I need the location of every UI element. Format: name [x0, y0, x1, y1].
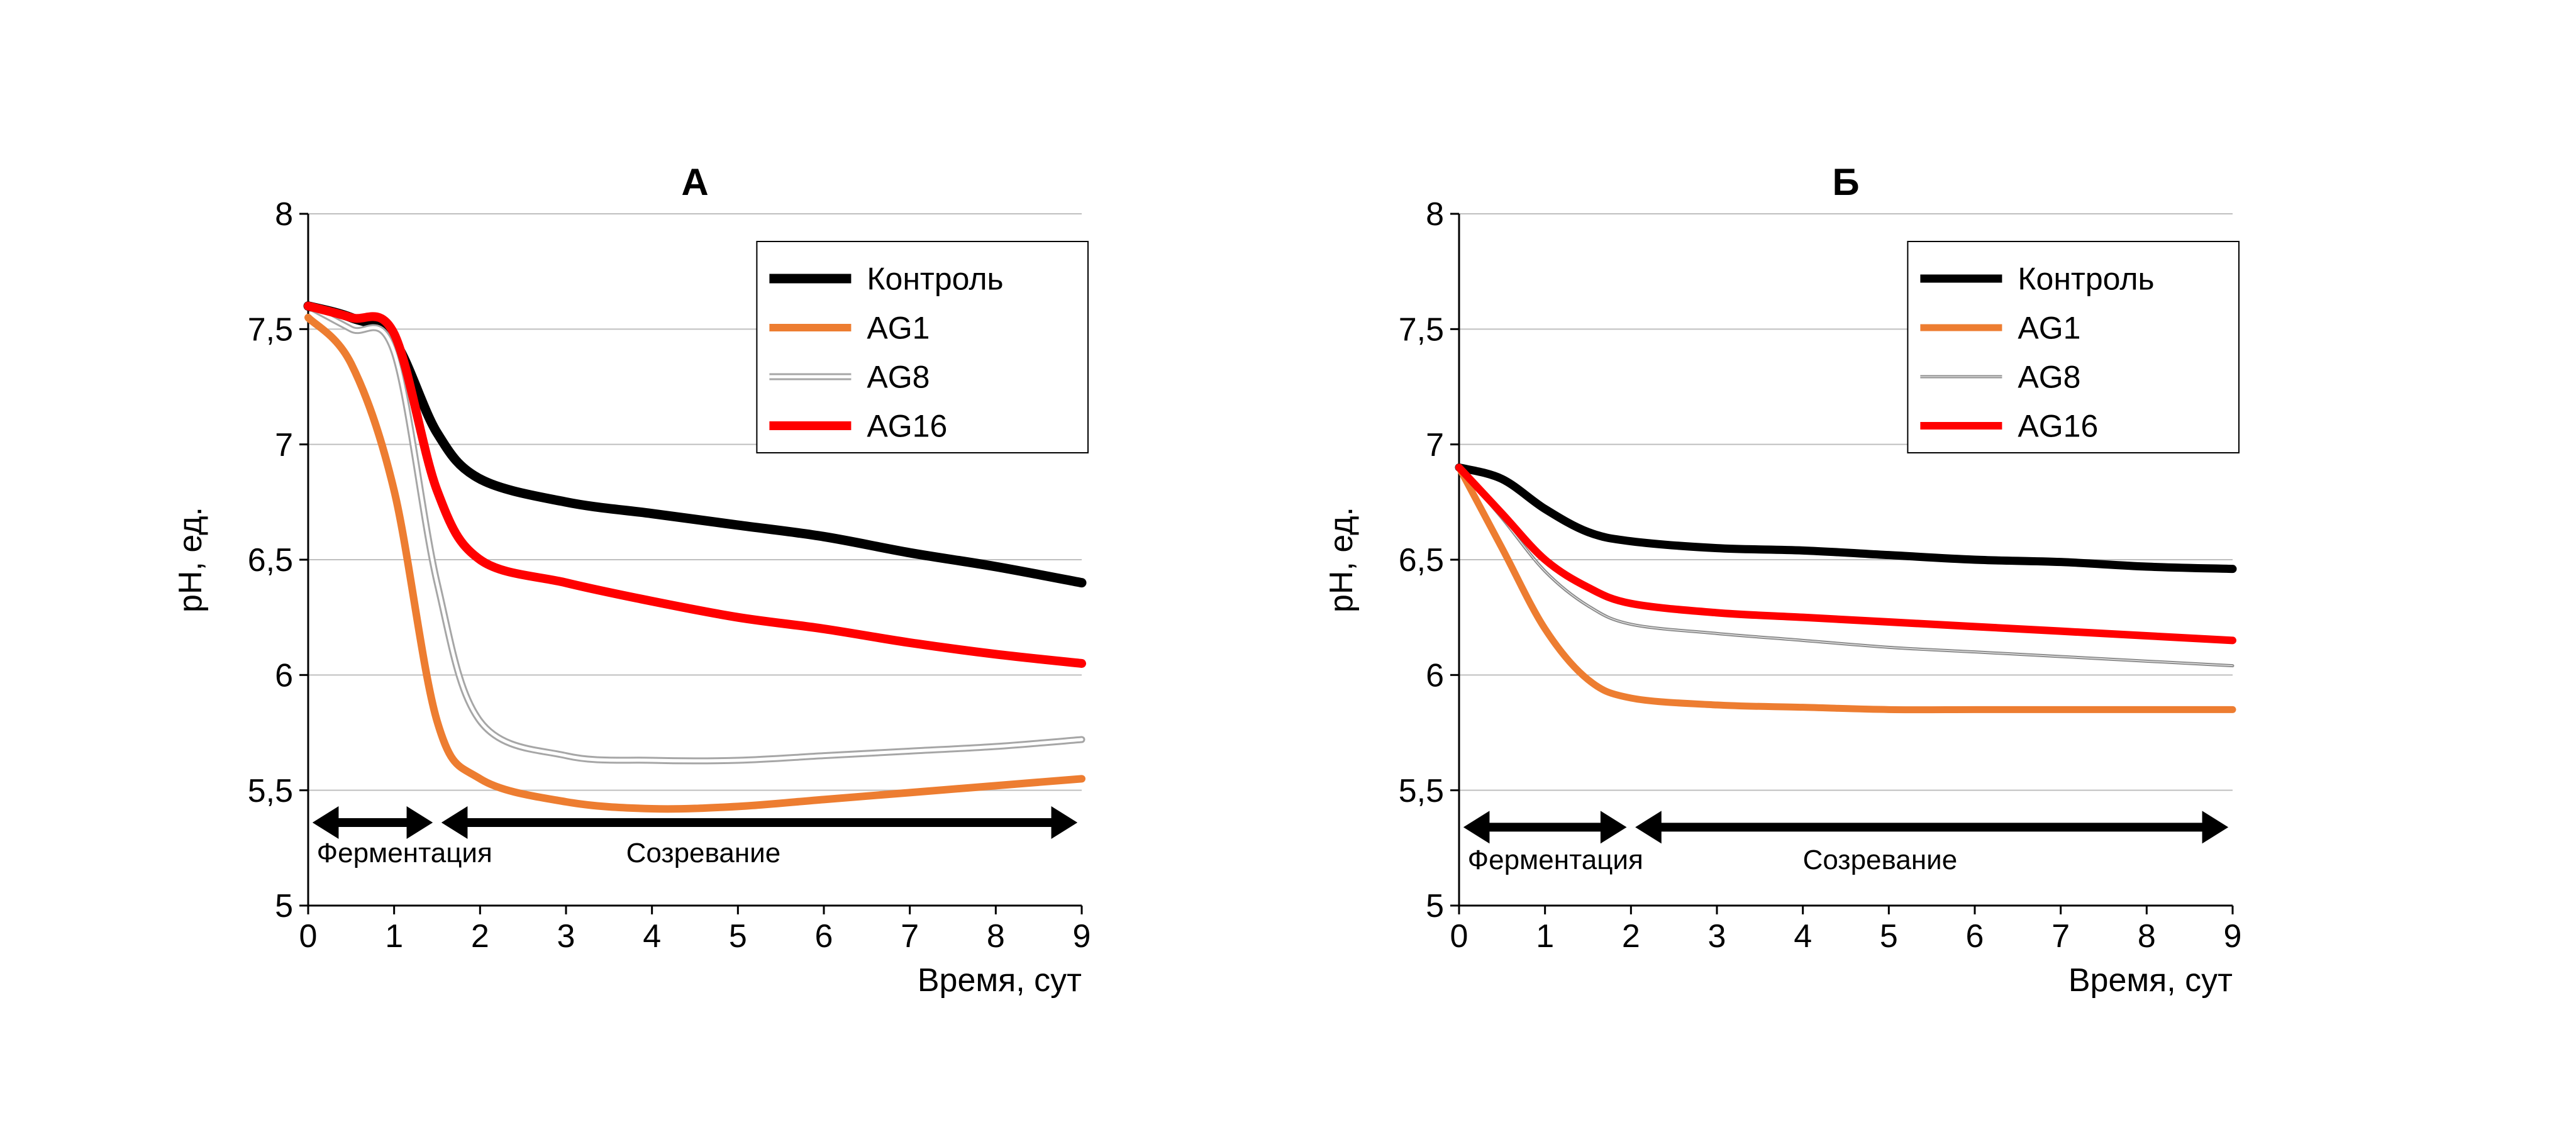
x-tick-label: 1 [385, 918, 403, 955]
y-tick-label: 5 [1426, 888, 1444, 924]
y-tick-label: 7,5 [1399, 312, 1444, 348]
y-tick-label: 5,5 [1399, 773, 1444, 809]
y-tick-label: 5,5 [248, 773, 293, 809]
y-tick-label: 5 [275, 888, 293, 924]
x-tick-label: 6 [815, 918, 833, 955]
legend-label-ag16: AG16 [2018, 409, 2098, 444]
chart-panel-A: 0 1 2 3 4 5 6 7 8 9 5 5,5 6 6,5 7 7,5 8 АpH, ед. Время, су… [138, 138, 1119, 1019]
panel-title: Б [1832, 161, 1859, 203]
x-tick-label: 2 [471, 918, 489, 955]
y-tick-label: 6 [1426, 658, 1444, 694]
y-tick-label: 8 [1426, 196, 1444, 233]
legend-label-ag1: AG1 [867, 311, 930, 346]
chart-svg-A: 0 1 2 3 4 5 6 7 8 9 5 5,5 6 6,5 7 7,5 8 АpH, ед. Время, су… [138, 138, 1119, 1019]
y-tick-label: 7 [1426, 427, 1444, 463]
legend-label-ag8: AG8 [867, 360, 930, 395]
x-tick-label: 0 [299, 918, 318, 955]
x-tick-label: 5 [1880, 918, 1898, 955]
x-tick-label: 8 [987, 918, 1005, 955]
panel-title: А [681, 161, 708, 203]
y-tick-label: 6,5 [248, 542, 293, 579]
y-axis-label: pH, ед. [1323, 507, 1360, 613]
phase-label: Созревание [626, 838, 781, 868]
legend-label-ag1: AG1 [2018, 311, 2080, 346]
legend-label-ag16: AG16 [867, 409, 947, 444]
x-tick-label: 2 [1622, 918, 1640, 955]
x-tick-label: 9 [2224, 918, 2242, 955]
x-tick-label: 7 [2051, 918, 2070, 955]
y-axis-label: pH, ед. [172, 507, 209, 613]
x-tick-label: 7 [901, 918, 919, 955]
x-tick-label: 5 [729, 918, 747, 955]
y-tick-label: 7,5 [248, 312, 293, 348]
y-tick-label: 7 [275, 427, 293, 463]
x-tick-label: 4 [1794, 918, 1812, 955]
x-tick-label: 0 [1450, 918, 1468, 955]
chart-svg-B: 0 1 2 3 4 5 6 7 8 9 5 5,5 6 6,5 7 7,5 8 БpH, ед. Время, су… [1289, 138, 2270, 1019]
phase-label: Ферментация [317, 838, 492, 868]
legend-label-ag8: AG8 [2018, 360, 2080, 395]
x-tick-label: 3 [557, 918, 575, 955]
x-tick-label: 8 [2138, 918, 2156, 955]
y-tick-label: 8 [275, 196, 293, 233]
x-tick-label: 6 [1966, 918, 1984, 955]
x-tick-label: 4 [643, 918, 661, 955]
y-tick-label: 6,5 [1399, 542, 1444, 579]
phase-label: Ферментация [1468, 845, 1643, 875]
x-tick-label: 9 [1073, 918, 1091, 955]
series-ag1 [1459, 467, 2233, 709]
y-tick-label: 6 [275, 658, 293, 694]
x-tick-label: 3 [1708, 918, 1726, 955]
legend-label-control: Контроль [2018, 262, 2154, 297]
series-control [1459, 467, 2233, 568]
chart-panel-B: 0 1 2 3 4 5 6 7 8 9 5 5,5 6 6,5 7 7,5 8 БpH, ед. Время, су… [1289, 138, 2270, 1019]
x-tick-label: 1 [1536, 918, 1554, 955]
x-axis-label: Время, сут [2068, 962, 2233, 999]
phase-label: Созревание [1803, 845, 1958, 875]
x-axis-label: Время, сут [918, 962, 1082, 999]
legend-label-control: Контроль [867, 262, 1003, 297]
